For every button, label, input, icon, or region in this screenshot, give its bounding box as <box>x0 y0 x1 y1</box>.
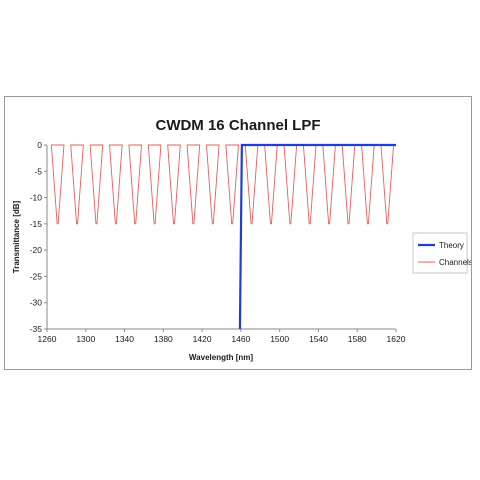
y-axis-label: Transmittance [dB] <box>12 200 21 273</box>
x-axis-label: Wavelength [nm] <box>189 353 253 362</box>
channel-1531-line <box>302 144 317 225</box>
channel-1591-line <box>361 144 375 225</box>
y-tick-label: -10 <box>30 193 43 203</box>
channel-1571-line <box>341 144 356 225</box>
x-tick-label: 1580 <box>348 334 367 344</box>
x-tick-label: 1420 <box>193 334 212 344</box>
x-tick-label: 1260 <box>38 334 57 344</box>
channel-1411-line <box>186 144 201 225</box>
channel-1291-line <box>70 144 84 225</box>
x-tick-label: 1300 <box>76 334 95 344</box>
x-tick-label: 1460 <box>231 334 250 344</box>
y-tick-label: -15 <box>30 219 43 229</box>
chart-svg: CWDM 16 Channel LPF Transmittance [dB] W… <box>12 117 471 362</box>
channel-1511-line <box>283 144 298 225</box>
y-tick-label: -30 <box>30 298 43 308</box>
legend-theory-label: Theory <box>439 241 464 250</box>
x-tick-label: 1540 <box>309 334 328 344</box>
chart-title: CWDM 16 Channel LPF <box>155 117 320 134</box>
channel-1271-line <box>50 144 65 225</box>
channel-1431-line <box>205 144 220 225</box>
channel-1311-line <box>89 144 104 225</box>
channel-1371-line <box>147 144 162 225</box>
x-tick-label: 1380 <box>154 334 173 344</box>
x-tick-label: 1620 <box>387 334 406 344</box>
x-tick-label: 1500 <box>270 334 289 344</box>
y-tick-label: -20 <box>30 245 43 255</box>
channel-1471-line <box>244 144 259 225</box>
y-tick-label: -5 <box>34 166 42 176</box>
chart-frame: CWDM 16 Channel LPF Transmittance [dB] W… <box>4 96 472 370</box>
channel-1611-line <box>380 144 395 225</box>
legend-channels-label: Channels <box>439 258 471 267</box>
y-tick-label: -35 <box>30 324 43 334</box>
legend: Theory Channels <box>412 232 471 274</box>
theory-line <box>238 143 396 330</box>
x-tick-label: 1340 <box>115 334 134 344</box>
channel-1551-line <box>322 144 336 225</box>
y-tick-label: -25 <box>30 271 43 281</box>
channel-1451-line <box>225 144 239 225</box>
legend-box <box>412 232 468 274</box>
y-tick-label: 0 <box>37 140 42 150</box>
channel-1491-line <box>264 144 278 225</box>
channel-1351-line <box>128 144 143 225</box>
channel-1331-line <box>109 144 123 225</box>
channel-1391-line <box>167 144 181 225</box>
